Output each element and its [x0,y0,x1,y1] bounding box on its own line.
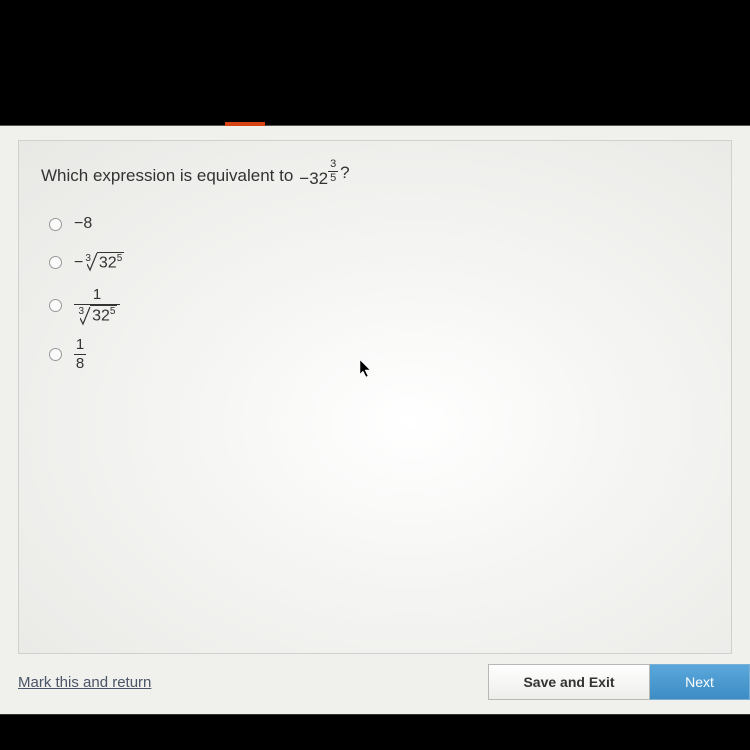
prompt-text: Which expression is equivalent to [41,166,293,186]
options-list: −8 − 3 325 1 [49,210,709,373]
exp-denominator: 5 [330,173,336,184]
option-2-label: − 3 325 [74,252,126,272]
option-4-label: 1 8 [74,336,86,373]
frac-bottom-radical-3: 3 325 [75,305,120,326]
mark-return-link[interactable]: Mark this and return [18,674,151,691]
expression-exponent: 3 5 [328,159,338,184]
quiz-screen: Which expression is equivalent to −32 3 … [0,125,750,715]
question-mark: ? [340,163,349,183]
expression-base: −32 [299,169,328,189]
radio-4[interactable] [49,348,62,361]
footer-bar: Mark this and return Save and Exit Next [18,662,750,702]
option-1-label: −8 [74,215,92,233]
option-3-label: 1 3 325 [74,286,120,326]
neg-sign: − [74,254,83,272]
option-1[interactable]: −8 [49,210,709,238]
radicand-3: 325 [90,305,117,326]
radio-3[interactable] [49,299,62,312]
tab-indicator [225,122,265,126]
save-exit-button[interactable]: Save and Exit [488,664,650,700]
frac-top-4: 1 [76,336,84,354]
option-3[interactable]: 1 3 325 [49,286,709,326]
frac-bottom-4: 8 [76,355,84,373]
frac-top-3: 1 [93,286,101,304]
radio-2[interactable] [49,256,62,269]
radio-1[interactable] [49,218,62,231]
option-2[interactable]: − 3 325 [49,248,709,276]
question-card: Which expression is equivalent to −32 3 … [18,140,732,654]
question-prompt: Which expression is equivalent to −32 3 … [41,163,709,188]
exp-numerator: 3 [330,159,336,170]
next-button[interactable]: Next [650,664,750,700]
option-4[interactable]: 1 8 [49,336,709,373]
button-group: Save and Exit Next [488,664,750,700]
radicand-2: 325 [97,252,124,272]
